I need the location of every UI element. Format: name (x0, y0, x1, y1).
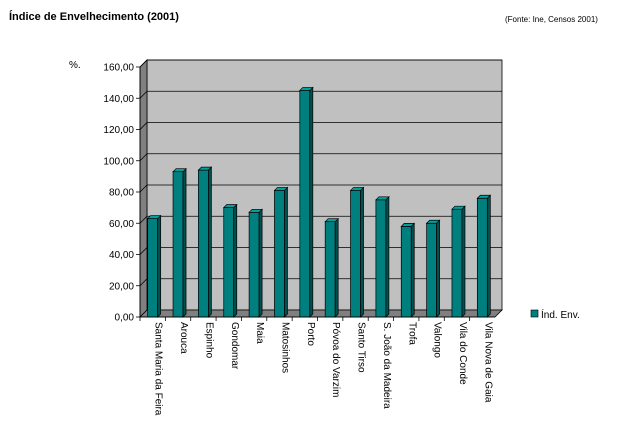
bar-front (299, 90, 311, 318)
bar-front (476, 197, 488, 318)
bar-side (233, 203, 238, 318)
gridline-side (139, 184, 148, 193)
x-tick-label: Porto (305, 322, 316, 346)
bar-front (248, 211, 260, 318)
bar-side (208, 166, 212, 318)
bar-side (461, 205, 466, 318)
x-tick-label: Valongo (432, 322, 443, 358)
bar-top (248, 208, 263, 213)
chart-title: Índice de Envelhecimento (2001) (9, 11, 179, 23)
x-tick-label: Santo Tirso (356, 322, 367, 373)
gridline-side (139, 278, 148, 287)
bar-top (273, 187, 289, 191)
y-tick-label: 160,00 (103, 63, 134, 74)
bar-top (298, 87, 314, 91)
bar-top (172, 168, 187, 173)
bar (324, 217, 340, 318)
x-tick-label: Arouca (178, 322, 189, 354)
bar-top (324, 218, 340, 223)
y-tick-label: 80,00 (109, 188, 134, 199)
x-tick-label: Espinho (203, 322, 214, 359)
x-tick-label: Maia (254, 322, 265, 344)
bar (172, 167, 187, 318)
y-tick-label: 120,00 (103, 125, 134, 136)
bar (197, 166, 213, 318)
y-tick-label: 40,00 (109, 250, 134, 261)
x-tick-label: Matosinhos (279, 322, 290, 373)
bar-side (284, 186, 288, 318)
x-tick-label: Vila Nova de Gaia (482, 322, 493, 403)
bar-side (385, 195, 390, 318)
x-tick-label: Trofa (406, 322, 417, 345)
x-tick-label: Gondomar (229, 322, 240, 370)
bar-side (410, 222, 415, 318)
bar-top (400, 223, 416, 227)
y-tick-label: 60,00 (109, 219, 134, 230)
bar (425, 219, 441, 318)
x-tick-label: Vila do Conde (457, 322, 468, 385)
gridline-side (139, 215, 148, 224)
bar (451, 205, 466, 318)
bar-front (350, 190, 361, 318)
bar-top (146, 215, 162, 219)
bar-front (198, 169, 209, 318)
y-tick-label: 20,00 (109, 281, 134, 292)
gridline-side (139, 90, 148, 99)
bar-front (172, 171, 184, 318)
x-tick-label: S. João da Madeira (381, 322, 392, 409)
legend-box (524, 303, 591, 325)
bar-front (223, 207, 235, 318)
bar-side (182, 167, 187, 318)
bar (273, 186, 289, 318)
bar-side (309, 86, 314, 318)
bar-front (274, 190, 285, 318)
bar-top (349, 187, 365, 191)
bar-side (360, 186, 364, 318)
bar-side (157, 214, 162, 318)
bar-front (147, 218, 159, 318)
bar-top (425, 219, 441, 224)
bar-top (375, 196, 390, 201)
y-tick-label: 100,00 (103, 156, 134, 167)
bar-top (451, 205, 466, 210)
plot-floor (139, 309, 503, 318)
bar (375, 195, 390, 318)
gridline-side (139, 122, 148, 130)
bar (349, 186, 365, 318)
bar-front (426, 222, 437, 318)
gridline-side (139, 153, 148, 162)
legend-label: Índ. Env. (541, 308, 580, 321)
legend-swatch (530, 309, 539, 318)
y-tick-label: 140,00 (103, 94, 134, 105)
bar (476, 194, 492, 318)
bar-side (486, 194, 491, 318)
gridline-side (139, 247, 148, 255)
bar-front (324, 221, 336, 318)
x-tick-label: Póvoa do Varzim (330, 322, 341, 397)
bar (146, 214, 162, 318)
bar (298, 86, 314, 318)
bar-top (222, 204, 238, 208)
x-tick-label: Santa Maria da Feira (153, 322, 164, 416)
gridline-side (139, 59, 148, 68)
bar-side (258, 208, 263, 318)
bar-top (197, 166, 213, 171)
bar-side (334, 217, 339, 318)
bar-front (400, 226, 412, 318)
bar (248, 208, 263, 318)
source-note: (Fonte: Ine, Censos 2001) (505, 15, 598, 24)
bar-top (476, 194, 492, 199)
y-tick-label: 0,00 (115, 313, 135, 324)
bar-side (436, 219, 440, 318)
bar (222, 203, 238, 318)
bar-front (451, 208, 463, 318)
bar (400, 222, 416, 318)
y-axis-label: %. (69, 60, 81, 71)
bar-front (375, 199, 387, 318)
